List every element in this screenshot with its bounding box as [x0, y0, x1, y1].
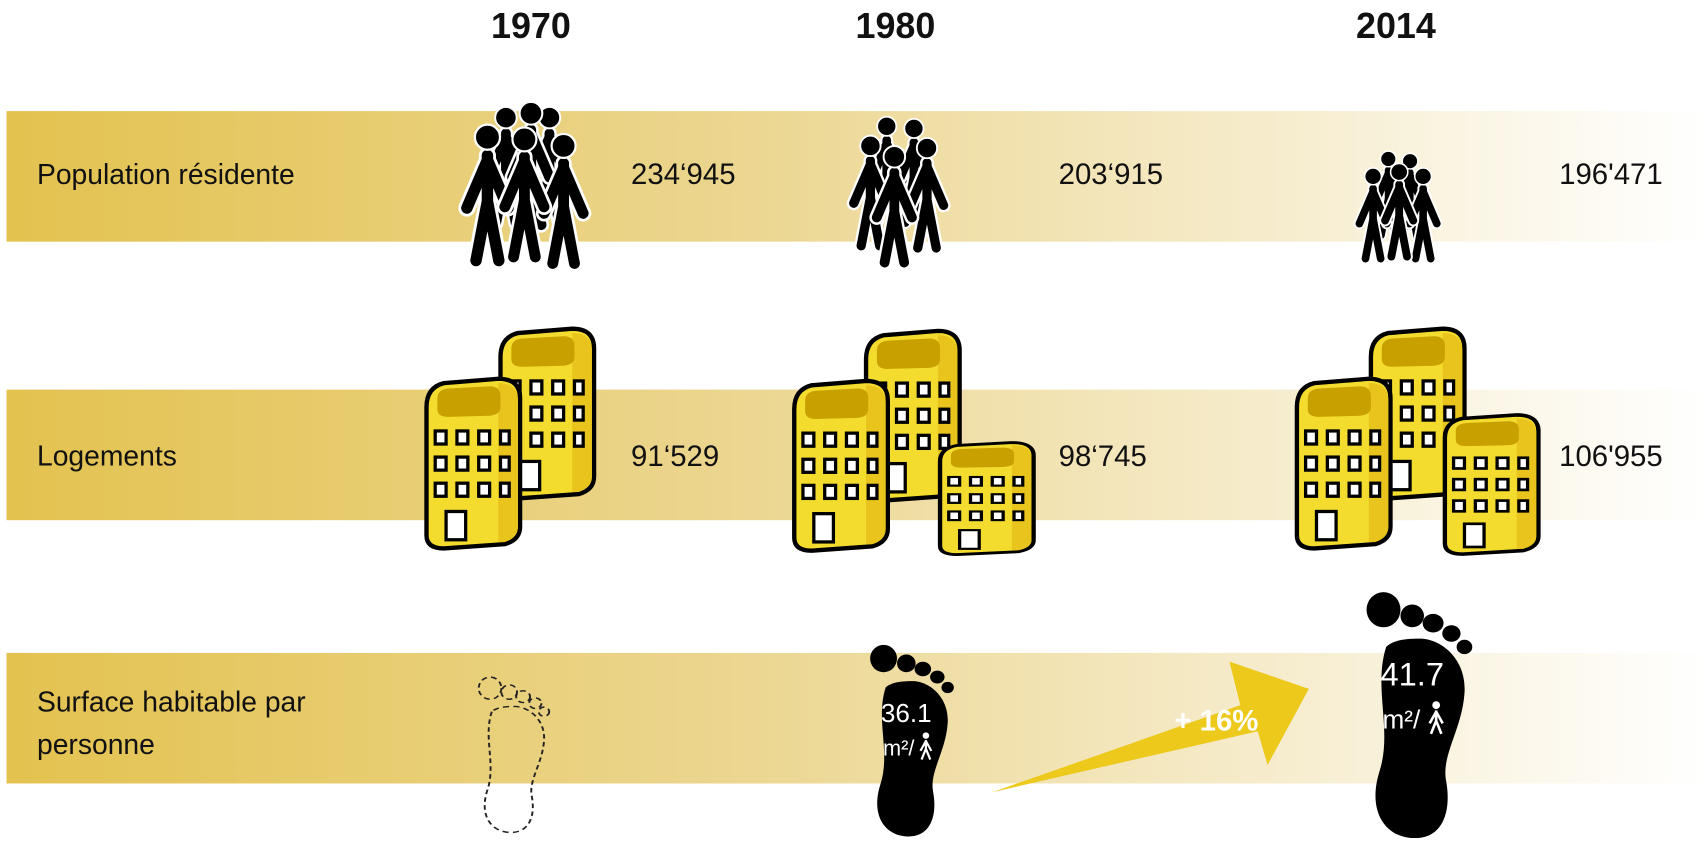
- year-heading: 1970: [491, 6, 571, 46]
- infographic: 1970 1980 2014 Population résidente Loge…: [0, 0, 1706, 838]
- row-label: Logements: [37, 440, 177, 472]
- row-value: 98‘745: [1059, 440, 1147, 473]
- row-value: 196'471: [1559, 158, 1663, 191]
- footprint-value: 41.7: [1380, 655, 1444, 692]
- change-label: + 16%: [1174, 704, 1258, 737]
- footprint-unit: m²/: [1383, 704, 1421, 734]
- footprint-value: 36.1: [881, 698, 932, 728]
- row-value: 203‘915: [1059, 158, 1164, 191]
- row-value: 234‘945: [631, 158, 736, 191]
- year-heading: 2014: [1356, 6, 1436, 46]
- row-label: personne: [37, 728, 155, 760]
- row-value: 106'955: [1559, 440, 1663, 473]
- footprint-unit: m²/: [883, 736, 915, 761]
- row-label: Population résidente: [37, 158, 295, 190]
- building-icon: [1297, 329, 1539, 554]
- year-heading: 1980: [856, 6, 936, 46]
- row-label: Surface habitable par: [37, 686, 306, 718]
- row-value: 91‘529: [631, 440, 719, 473]
- building-icon: [794, 331, 1033, 555]
- page: {"columns": ["1970", "1980", "2014"], "r…: [0, 0, 1706, 838]
